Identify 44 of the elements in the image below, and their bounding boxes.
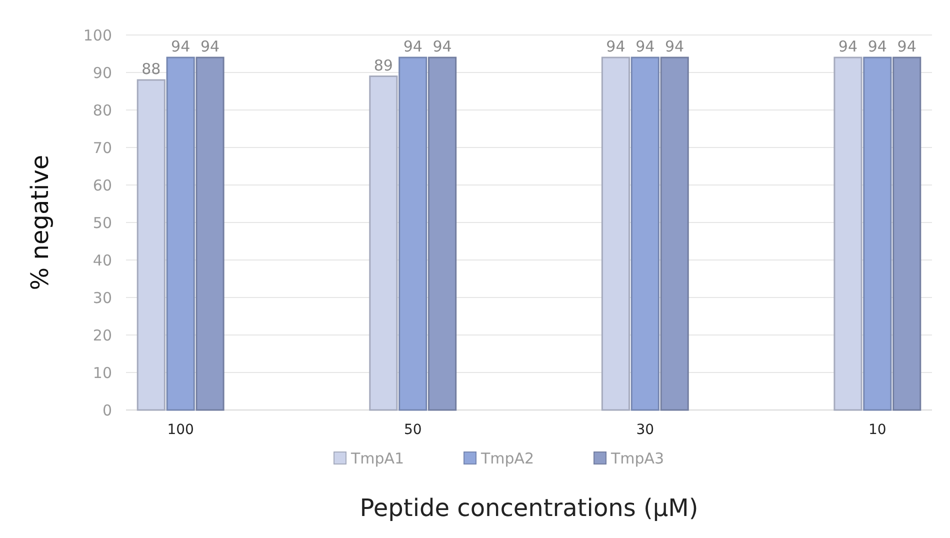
legend-label: TmpA1 — [350, 449, 404, 468]
y-tick-label: 60 — [92, 176, 112, 194]
data-label: 89 — [374, 56, 393, 74]
x-tick-label: 30 — [636, 422, 654, 438]
y-tick-label: 70 — [92, 138, 112, 157]
bar — [428, 56, 457, 411]
bar — [834, 56, 862, 411]
bar — [601, 56, 630, 411]
y-tick-label: 40 — [92, 251, 112, 270]
data-label: 94 — [868, 38, 887, 56]
data-label: 94 — [897, 38, 916, 56]
data-label: 94 — [636, 38, 655, 56]
data-label: 94 — [171, 38, 190, 56]
y-tick-label: 50 — [92, 214, 112, 232]
data-label: 94 — [200, 38, 220, 56]
x-tick-label: 10 — [868, 422, 886, 438]
bar — [398, 56, 428, 411]
y-tick-label: 90 — [92, 64, 112, 82]
data-label: 88 — [142, 60, 161, 78]
y-tick-label: 20 — [92, 326, 112, 344]
y-tick-label: 10 — [92, 364, 112, 382]
bar — [369, 76, 398, 411]
y-tick-label: 80 — [92, 101, 112, 120]
y-tick-label: 100 — [83, 26, 112, 44]
bar — [136, 79, 166, 411]
data-label: 94 — [403, 38, 422, 56]
legend-label: TmpA3 — [610, 449, 664, 468]
data-label: 94 — [838, 38, 858, 56]
y-axis-title: % negative — [26, 154, 54, 290]
x-tick-label: 50 — [404, 422, 422, 438]
y-tick-label: 0 — [102, 401, 112, 420]
bar — [196, 56, 224, 411]
data-label: 94 — [432, 38, 452, 56]
data-label: 94 — [606, 38, 626, 56]
y-tick-label: 30 — [92, 288, 112, 307]
bar — [863, 56, 892, 411]
legend-label: TmpA2 — [480, 449, 534, 468]
bar — [660, 56, 689, 411]
bar — [892, 56, 922, 411]
data-label: 94 — [665, 38, 684, 56]
bar — [630, 56, 660, 411]
x-axis-title: Peptide concentrations (µM) — [360, 494, 698, 522]
x-tick-label: 100 — [167, 422, 194, 438]
bar — [166, 56, 195, 411]
